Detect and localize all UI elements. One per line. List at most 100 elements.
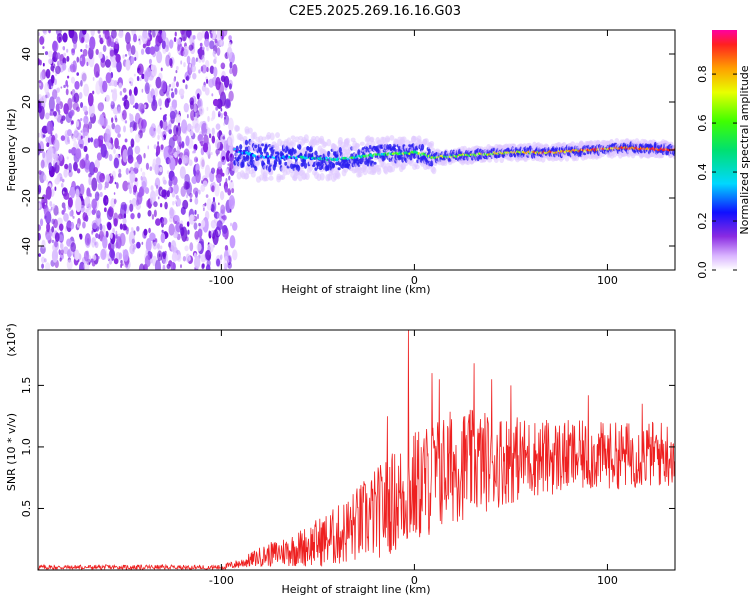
noise-blob bbox=[167, 94, 170, 99]
noise-blob bbox=[161, 229, 164, 233]
noise-blob bbox=[118, 168, 122, 174]
noise-blob bbox=[123, 213, 127, 219]
noise-blob bbox=[136, 225, 140, 232]
signal-body bbox=[254, 144, 258, 149]
noise-blob bbox=[217, 111, 221, 118]
noise-blob bbox=[118, 213, 123, 220]
noise-blob bbox=[201, 64, 207, 74]
noise-blob bbox=[156, 242, 161, 250]
snr-panel: -100 0 100 0.5 1.0 1.5 Height of straight lin… bbox=[5, 323, 676, 596]
noise-blob bbox=[110, 100, 114, 105]
noise-blob bbox=[161, 30, 167, 41]
signal-halo bbox=[354, 142, 360, 148]
noise-blob bbox=[221, 156, 226, 161]
noise-blob bbox=[93, 167, 99, 173]
noise-blob bbox=[216, 152, 219, 157]
noise-blob bbox=[103, 149, 109, 159]
noise-blob bbox=[169, 83, 171, 88]
noise-blob bbox=[69, 63, 76, 73]
signal-halo bbox=[275, 132, 281, 139]
noise-blob bbox=[165, 54, 171, 67]
signal-halo bbox=[247, 127, 253, 134]
signal-body bbox=[268, 165, 272, 173]
noise-blob bbox=[81, 127, 88, 136]
noise-blob bbox=[43, 174, 47, 182]
noise-blob bbox=[211, 200, 217, 213]
colorbar-ticks: 0.0 0.2 0.4 0.6 0.8 bbox=[696, 65, 737, 279]
noise-blob bbox=[48, 58, 53, 65]
noise-blob bbox=[193, 112, 196, 118]
noise-blob bbox=[147, 145, 150, 150]
noise-blob bbox=[63, 206, 66, 213]
noise-blob bbox=[76, 56, 80, 63]
noise-blob bbox=[104, 30, 110, 40]
snr-xtick-label: 0 bbox=[411, 574, 418, 587]
noise-blob bbox=[219, 182, 221, 187]
noise-blob bbox=[155, 156, 161, 166]
noise-blob bbox=[82, 48, 88, 57]
noise-blob bbox=[73, 92, 80, 104]
noise-blob bbox=[196, 110, 200, 118]
noise-blob bbox=[191, 64, 196, 73]
noise-blob bbox=[114, 137, 119, 149]
signal-halo bbox=[588, 140, 594, 147]
noise-blob bbox=[113, 198, 117, 205]
noise-blob bbox=[59, 257, 62, 262]
noise-blob bbox=[122, 54, 125, 59]
noise-blob bbox=[130, 227, 134, 231]
noise-blob bbox=[230, 222, 232, 227]
signal-body bbox=[338, 147, 342, 154]
noise-blob bbox=[59, 176, 63, 181]
noise-blob bbox=[212, 98, 219, 107]
noise-blob bbox=[173, 36, 177, 42]
noise-blob bbox=[152, 94, 156, 103]
noise-blob bbox=[56, 96, 61, 105]
noise-blob bbox=[49, 126, 53, 134]
signal-halo bbox=[252, 131, 258, 140]
noise-blob bbox=[141, 30, 148, 45]
noise-blob bbox=[154, 177, 161, 189]
noise-blob bbox=[180, 30, 185, 35]
noise-blob bbox=[53, 218, 58, 229]
noise-blob bbox=[54, 133, 58, 140]
noise-blob bbox=[201, 46, 205, 51]
noise-blob bbox=[109, 208, 112, 212]
noise-blob bbox=[130, 212, 135, 220]
noise-blob bbox=[70, 109, 75, 116]
noise-blob bbox=[162, 136, 165, 141]
noise-blob bbox=[81, 36, 85, 43]
noise-blob bbox=[45, 186, 52, 200]
noise-blob bbox=[141, 88, 144, 93]
signal-halo bbox=[414, 164, 420, 170]
noise-blob bbox=[80, 57, 83, 62]
noise-blob bbox=[183, 36, 186, 41]
colorbar-gradient bbox=[712, 30, 737, 270]
noise-blob bbox=[115, 117, 118, 123]
noise-blob bbox=[223, 114, 230, 126]
noise-blob bbox=[208, 133, 212, 139]
noise-blob bbox=[96, 210, 101, 219]
noise-blob bbox=[97, 102, 105, 112]
signal-halo bbox=[290, 135, 296, 140]
noise-blob bbox=[166, 97, 171, 104]
signal-halo bbox=[442, 160, 448, 166]
noise-blob bbox=[211, 127, 215, 136]
noise-blob bbox=[178, 157, 182, 165]
noise-blob bbox=[113, 192, 116, 195]
noise-blob bbox=[90, 258, 94, 263]
noise-blob bbox=[121, 263, 124, 266]
noise-blob bbox=[195, 88, 202, 98]
noise-blob bbox=[122, 249, 129, 262]
noise-blob bbox=[204, 30, 210, 42]
noise-blob bbox=[79, 143, 84, 149]
noise-blob bbox=[38, 32, 41, 37]
noise-blob bbox=[54, 78, 57, 86]
noise-blob bbox=[171, 191, 176, 198]
noise-blob bbox=[151, 64, 157, 77]
noise-blob bbox=[216, 212, 220, 219]
noise-blob bbox=[118, 30, 124, 39]
noise-blob bbox=[185, 135, 190, 147]
noise-blob bbox=[192, 72, 197, 80]
noise-blob bbox=[40, 256, 46, 264]
noise-blob bbox=[70, 91, 73, 95]
